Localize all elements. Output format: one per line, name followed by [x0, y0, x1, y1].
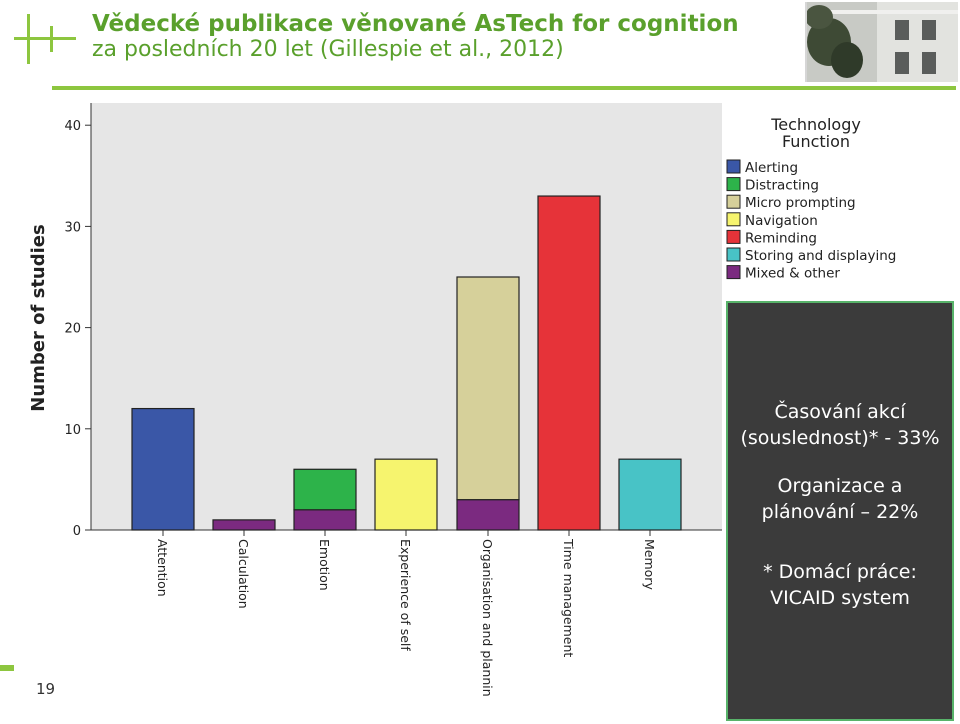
- x-tick-label: Time management: [561, 538, 576, 657]
- annotation-vicaid-line1: * Domácí práce:: [763, 561, 917, 583]
- annotation-vicaid-line2: VICAID system: [770, 587, 910, 609]
- annotation-timing-line1: Časování akcí: [774, 401, 906, 423]
- legend-swatch: [726, 212, 741, 227]
- legend-swatch: [726, 229, 741, 244]
- header-rule: [52, 86, 956, 90]
- header-divider: [805, 2, 807, 82]
- y-tick-label: 10: [64, 423, 81, 438]
- decor-line-short: [50, 26, 53, 52]
- legend-swatch: [726, 265, 741, 280]
- legend-title-line2: Function: [782, 132, 850, 151]
- page-number: 19: [36, 680, 56, 698]
- annotation-timing-line2: (souslednost)* - 33%: [740, 427, 940, 449]
- annotation-planning-line1: Organizace a: [777, 475, 903, 497]
- legend-swatch: [726, 194, 741, 209]
- x-tick-label: Organisation and plannin: [480, 539, 495, 697]
- legend-label: Micro prompting: [745, 195, 856, 211]
- building-photo: [807, 2, 958, 82]
- bar-segment: [374, 458, 438, 531]
- decor-line-horizontal: [14, 37, 76, 40]
- bar-segment: [293, 509, 357, 531]
- y-axis-label: Number of studies: [28, 224, 49, 411]
- slide-title-line1: Vědecké publikace věnované AsTech for co…: [92, 11, 739, 37]
- x-tick-label: Attention: [155, 539, 170, 597]
- bar-segment: [618, 458, 682, 531]
- legend-label: Storing and displaying: [745, 248, 896, 264]
- legend-label: Alerting: [745, 160, 798, 176]
- bar-segment: [293, 468, 357, 511]
- x-tick-label: Experience of self: [398, 539, 413, 651]
- legend-swatch: [726, 177, 741, 192]
- bar-segment: [456, 276, 520, 501]
- bar-segment: [456, 499, 520, 531]
- decor-corner: [0, 665, 14, 671]
- bar-segment: [537, 195, 601, 531]
- x-tick-label: Calculation: [236, 539, 251, 609]
- y-tick-label: 20: [64, 322, 81, 337]
- legend-label: Distracting: [745, 178, 819, 194]
- legend-label: Reminding: [745, 230, 817, 246]
- slide-title: Vědecké publikace věnované AsTech for co…: [92, 11, 739, 62]
- y-tick-label: 30: [64, 220, 81, 235]
- x-tick-label: Emotion: [317, 539, 332, 591]
- slide-title-line2: za posledních 20 let (Gillespie et al., …: [92, 36, 564, 62]
- bar-segment: [131, 407, 195, 531]
- legend-swatch: [726, 159, 741, 174]
- legend-title-line1: Technology: [770, 115, 861, 134]
- legend-label: Navigation: [745, 213, 818, 229]
- bar-segment: [212, 519, 276, 531]
- annotation-planning-line2: plánování – 22%: [761, 501, 919, 523]
- y-tick-label: 40: [64, 119, 81, 134]
- y-tick-label: 0: [73, 524, 81, 539]
- legend-swatch: [726, 247, 741, 262]
- annotation-box: Časování akcí (souslednost)* - 33% Organ…: [726, 301, 954, 721]
- legend-label: Mixed & other: [745, 266, 840, 282]
- x-tick-label: Memory: [642, 539, 657, 590]
